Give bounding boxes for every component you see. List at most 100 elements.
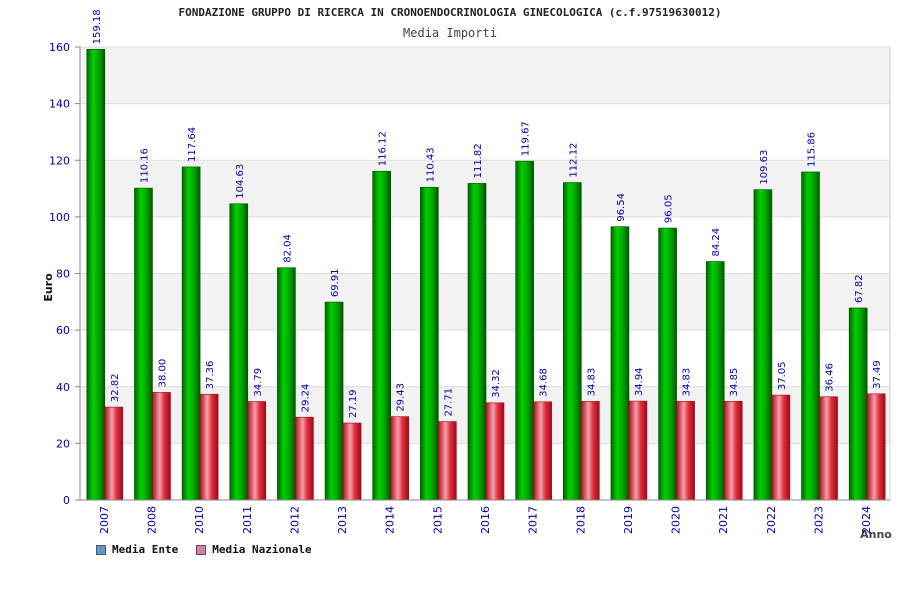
y-tick-label: 40	[56, 381, 70, 394]
data-label-media-nazionale: 32.82	[110, 373, 121, 402]
data-label-media-ente: 82.04	[282, 234, 293, 263]
bar-media-nazionale	[723, 401, 743, 501]
x-tick-label: 2017	[527, 506, 540, 534]
bar-media-ente	[848, 307, 868, 501]
data-label-media-nazionale: 27.19	[348, 389, 359, 418]
x-tick-label: 2008	[145, 506, 158, 534]
bar-media-nazionale	[247, 401, 267, 501]
data-label-media-nazionale: 34.85	[729, 368, 740, 397]
bar-media-ente	[467, 183, 487, 501]
bar-media-ente	[658, 227, 677, 501]
chart-subtitle: Media Importi	[403, 26, 497, 40]
data-label-media-ente: 96.05	[664, 194, 675, 223]
data-label-media-ente: 159.18	[92, 9, 103, 44]
x-tick-label: 2015	[431, 506, 444, 534]
bar-media-nazionale	[390, 416, 410, 501]
bar-media-ente	[753, 189, 773, 501]
bar-media-nazionale	[866, 393, 886, 501]
bar-media-ente	[610, 226, 630, 501]
x-axis-title: Anno	[860, 528, 892, 541]
legend-label-media-ente: Media Ente	[112, 543, 179, 556]
bar-media-ente	[562, 182, 582, 501]
legend-item-media-ente: Media Ente	[96, 543, 178, 556]
bar-media-nazionale	[819, 396, 838, 501]
bar-media-ente	[420, 187, 439, 501]
data-label-media-nazionale: 34.83	[682, 368, 693, 397]
data-label-media-nazionale: 34.68	[539, 368, 550, 397]
x-tick-label: 2013	[336, 506, 349, 534]
bar-media-ente	[277, 267, 296, 501]
bar-media-nazionale	[580, 401, 600, 501]
x-tick-label: 2021	[717, 506, 730, 534]
data-label-media-ente: 112.12	[568, 143, 579, 178]
legend: Media Ente Media Nazionale	[96, 543, 312, 556]
data-label-media-nazionale: 34.79	[253, 368, 264, 397]
x-tick-label: 2016	[479, 506, 492, 534]
y-tick-label: 120	[49, 154, 70, 167]
data-label-media-nazionale: 34.83	[586, 368, 597, 397]
x-tick-label: 2010	[193, 506, 206, 534]
data-label-media-nazionale: 29.24	[300, 384, 311, 413]
bar-media-ente	[134, 187, 153, 501]
data-label-media-ente: 116.12	[378, 131, 389, 166]
data-label-media-nazionale: 29.43	[396, 383, 407, 412]
data-label-media-ente: 115.86	[807, 132, 818, 167]
legend-swatch-media-ente	[96, 544, 106, 555]
legend-item-media-nazionale: Media Nazionale	[196, 543, 312, 556]
bar-media-nazionale	[771, 394, 791, 501]
bar-media-ente	[229, 203, 249, 501]
y-tick-label: 0	[63, 494, 70, 507]
data-label-media-nazionale: 37.36	[205, 361, 216, 390]
data-label-media-nazionale: 38.00	[157, 359, 168, 388]
bar-media-ente	[86, 49, 106, 501]
y-tick-label: 140	[49, 98, 70, 111]
data-label-media-ente: 109.63	[759, 150, 770, 185]
bar-media-nazionale	[438, 421, 457, 501]
x-tick-label: 2020	[670, 506, 683, 534]
bar-media-ente	[801, 171, 820, 501]
x-tick-label: 2012	[288, 506, 301, 534]
data-label-media-nazionale: 34.94	[634, 367, 645, 396]
x-tick-label: 2022	[765, 506, 778, 534]
bar-media-nazionale	[628, 400, 648, 501]
data-label-media-nazionale: 27.71	[443, 388, 454, 417]
data-label-media-ente: 96.54	[616, 193, 627, 222]
data-label-media-ente: 84.24	[711, 228, 722, 257]
bar-media-ente	[324, 301, 344, 501]
x-tick-label: 2018	[574, 506, 587, 534]
data-label-media-ente: 69.91	[330, 268, 341, 297]
plot-band	[80, 47, 890, 104]
data-label-media-nazionale: 37.49	[872, 360, 883, 389]
data-label-media-ente: 111.82	[473, 143, 484, 178]
data-label-media-nazionale: 36.46	[825, 363, 836, 392]
y-tick-label: 80	[56, 268, 70, 281]
bar-media-nazionale	[342, 422, 362, 501]
y-tick-label: 160	[49, 41, 70, 54]
data-label-media-ente: 117.64	[187, 127, 198, 162]
bar-media-ente	[515, 160, 534, 501]
bar-media-nazionale	[104, 406, 124, 501]
bar-media-ente	[372, 170, 392, 501]
bar-media-ente	[705, 261, 725, 501]
y-tick-label: 100	[49, 211, 70, 224]
bar-media-nazionale	[152, 392, 171, 501]
data-label-media-ente: 110.16	[139, 148, 150, 183]
bar-media-nazionale	[485, 402, 505, 501]
x-tick-label: 2024	[860, 506, 873, 534]
legend-swatch-media-nazionale	[196, 544, 207, 555]
bar-media-nazionale	[295, 416, 314, 501]
x-tick-label: 2007	[98, 506, 111, 534]
plot-band	[80, 103, 890, 161]
bar-media-nazionale	[676, 401, 695, 501]
data-label-media-ente: 67.82	[854, 274, 865, 303]
y-tick-label: 20	[56, 437, 70, 450]
x-tick-label: 2023	[813, 506, 826, 534]
y-axis-title: Euro	[42, 273, 55, 302]
data-label-media-ente: 119.67	[521, 121, 532, 156]
chart-title: FONDAZIONE GRUPPO DI RICERCA IN CRONOEND…	[178, 6, 722, 19]
legend-label-media-nazionale: Media Nazionale	[212, 543, 312, 556]
data-label-media-nazionale: 37.05	[777, 361, 788, 390]
x-tick-label: 2011	[241, 506, 254, 534]
data-label-media-ente: 104.63	[235, 164, 246, 199]
